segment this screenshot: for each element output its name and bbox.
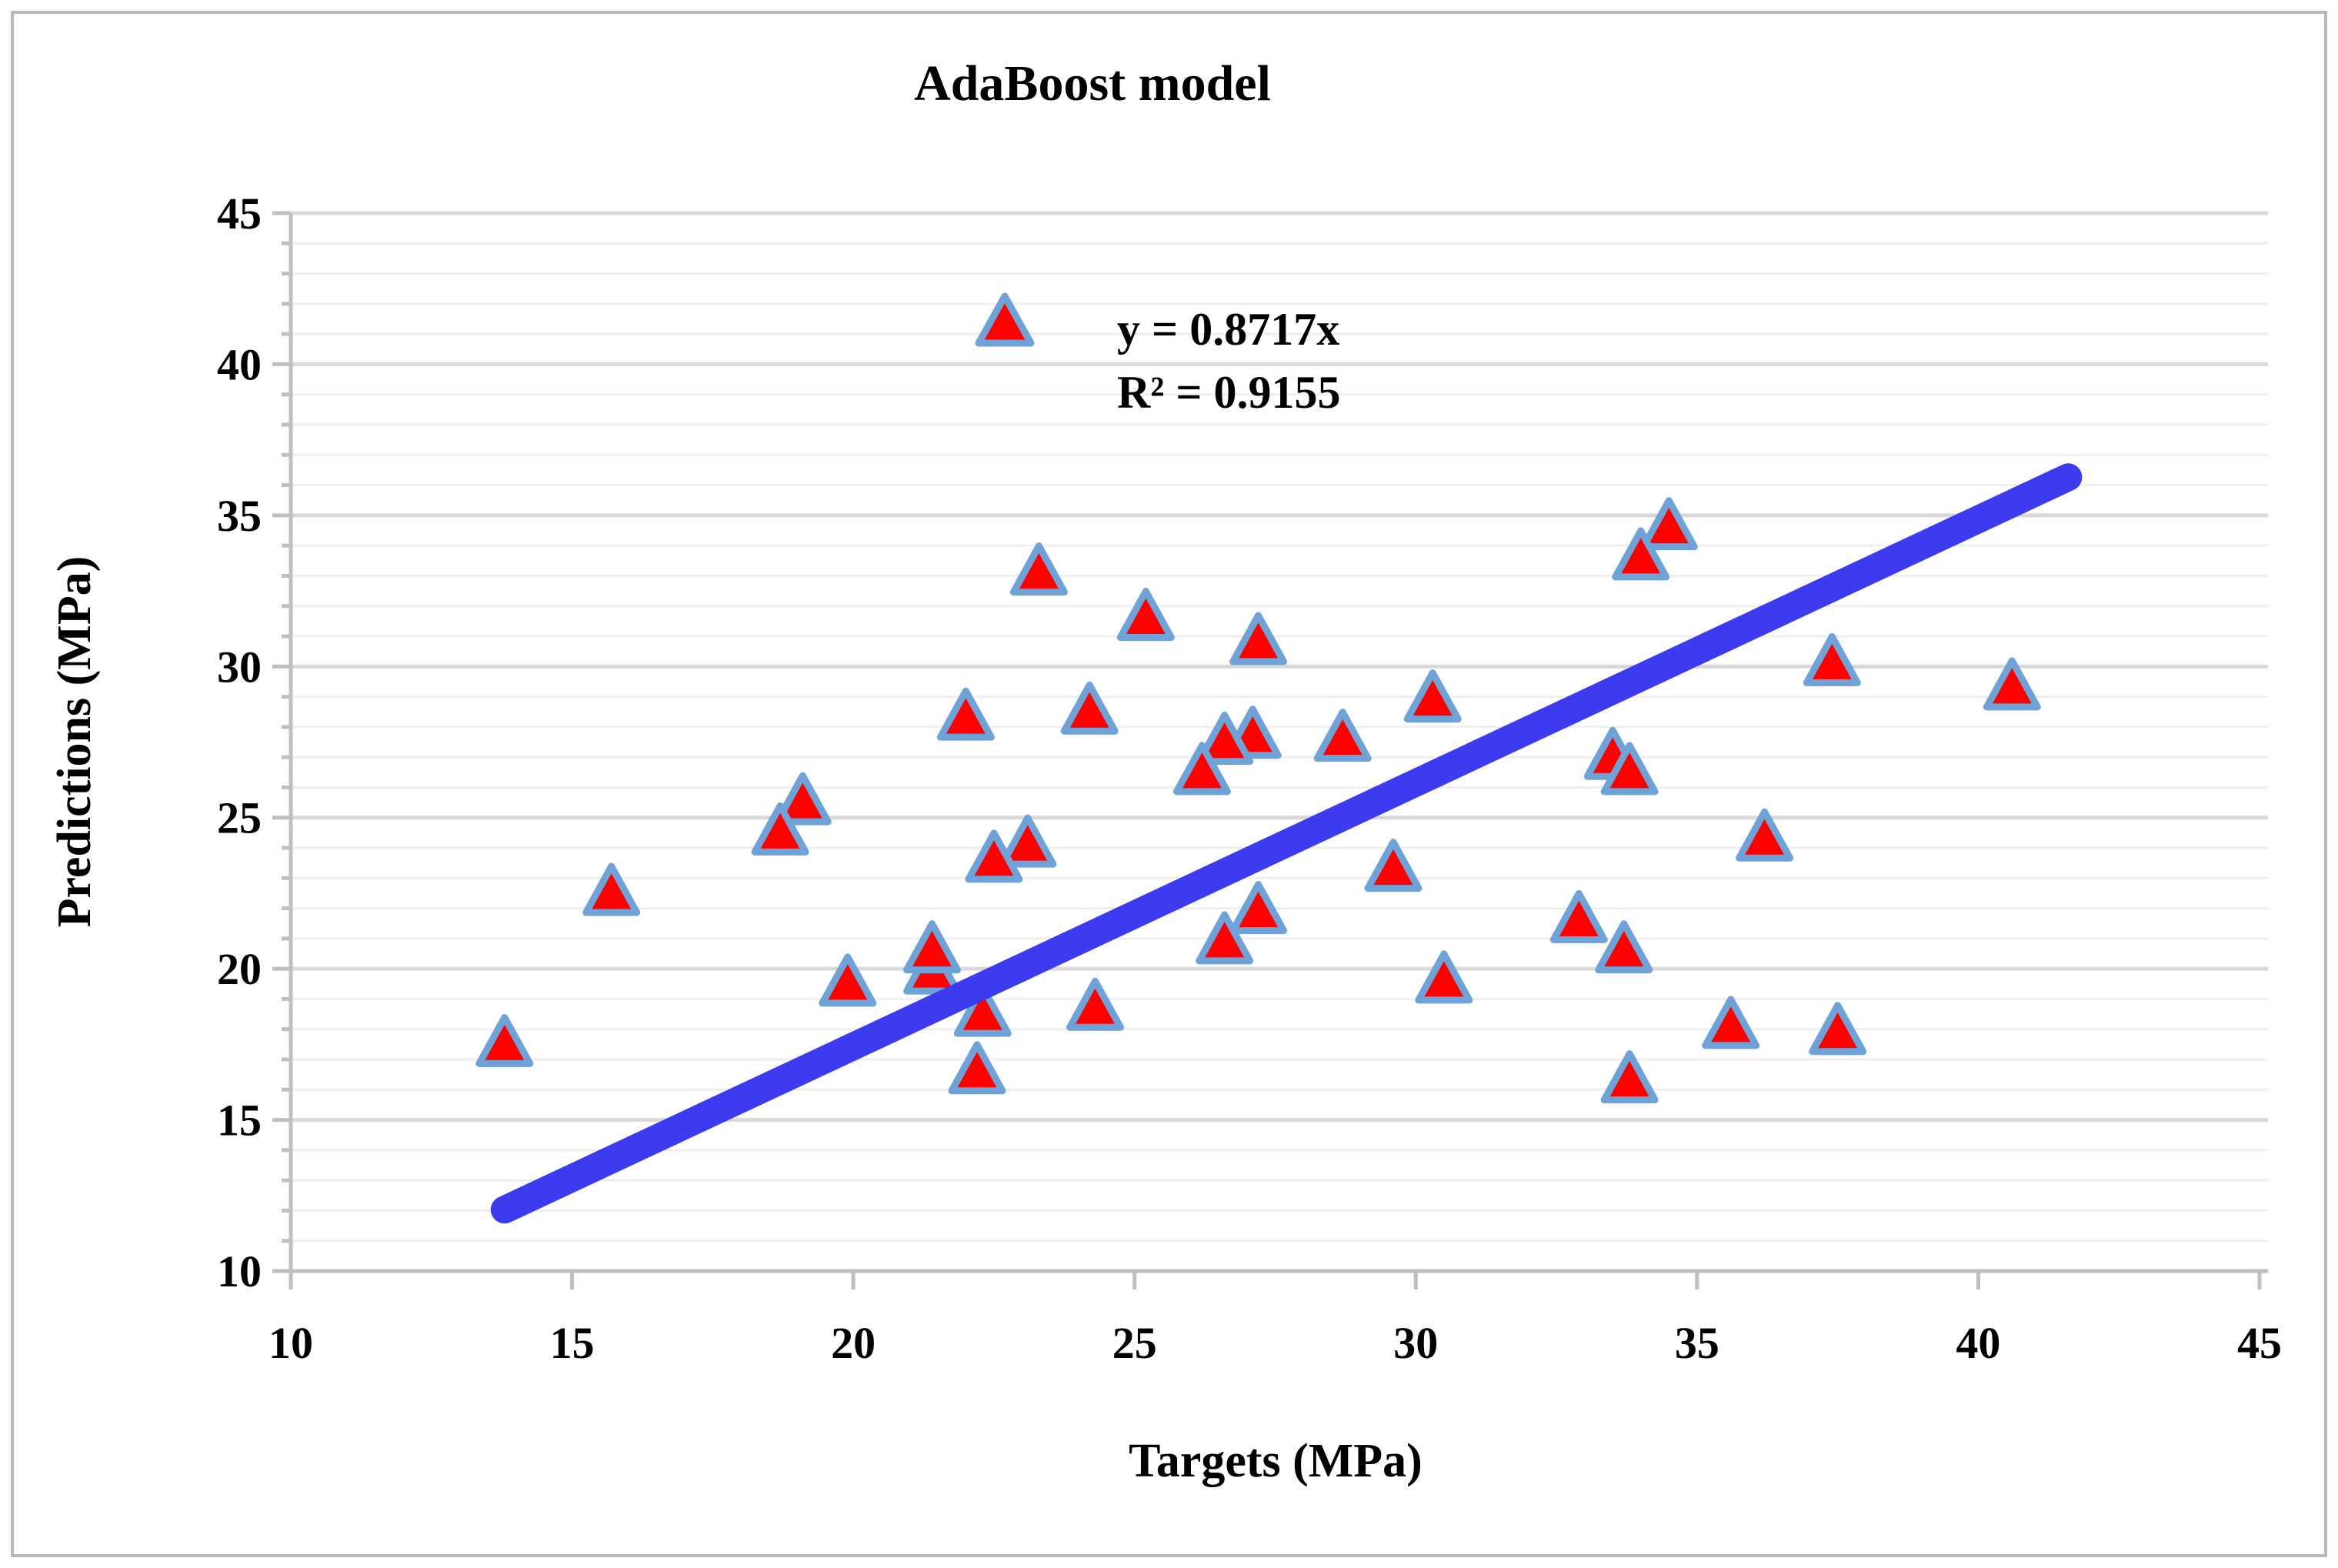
x-tick-label: 35 xyxy=(1675,1318,1719,1368)
data-point-triangle xyxy=(936,687,995,741)
data-point-triangle xyxy=(1595,920,1653,974)
data-point-triangle xyxy=(1612,527,1670,581)
data-point-triangle xyxy=(965,829,1023,883)
data-point-triangle xyxy=(1313,709,1372,762)
data-point-triangle xyxy=(1403,669,1462,723)
data-point-triangle xyxy=(1803,632,1861,686)
data-point-triangle xyxy=(819,953,877,1007)
data-point-triangle xyxy=(1229,612,1288,666)
data-point-triangle xyxy=(1116,588,1175,641)
y-tick-label: 40 xyxy=(217,339,262,389)
data-point-triangle xyxy=(1060,681,1119,735)
x-tick-label: 10 xyxy=(268,1318,313,1368)
data-point-triangle xyxy=(1809,1002,1867,1056)
data-point-triangle xyxy=(903,920,962,974)
data-point-triangle xyxy=(1736,808,1794,862)
x-axis-title: Targets (MPa) xyxy=(1129,1435,1422,1487)
data-point-triangle xyxy=(1600,742,1659,796)
trendline xyxy=(490,463,2083,1224)
data-point-triangle xyxy=(582,862,641,916)
r-squared-label: R² = 0.9155 xyxy=(1117,367,1341,418)
x-tick-label: 25 xyxy=(1112,1318,1157,1368)
data-point-triangle xyxy=(1702,996,1760,1049)
chart-title: AdaBoost model xyxy=(914,55,1271,112)
data-point-triangle xyxy=(1415,950,1473,1004)
x-tick-label: 15 xyxy=(550,1318,595,1368)
data-point-triangle xyxy=(953,983,1012,1037)
trendline-equation-label: y = 0.8717x xyxy=(1117,304,1340,355)
y-tick-label: 20 xyxy=(217,944,262,994)
data-point-triangle xyxy=(1196,712,1254,766)
data-point-triangle xyxy=(1549,889,1608,943)
y-tick-label: 25 xyxy=(217,793,262,843)
x-tick-label: 20 xyxy=(831,1318,875,1368)
y-tick-label: 30 xyxy=(217,642,262,692)
data-point-triangle xyxy=(999,814,1057,868)
data-point-triangle xyxy=(1639,497,1698,551)
legend-triangle-icon xyxy=(975,292,1035,347)
y-tick-label: 10 xyxy=(217,1246,262,1296)
data-point-triangle xyxy=(751,802,809,856)
y-axis-title: Predictions (MPa) xyxy=(48,555,101,928)
data-point-triangle xyxy=(1066,977,1125,1031)
x-tick-label: 40 xyxy=(1956,1318,2000,1368)
data-point-triangle xyxy=(1600,1050,1659,1104)
x-tick-label: 30 xyxy=(1393,1318,1438,1368)
y-tick-label: 45 xyxy=(217,188,262,239)
data-point-triangle xyxy=(948,1041,1006,1095)
data-point-triangle xyxy=(1229,881,1288,935)
data-point-triangle xyxy=(1364,839,1422,892)
y-tick-label: 35 xyxy=(217,491,262,541)
data-point-triangle xyxy=(475,1013,534,1067)
data-point-triangle xyxy=(773,772,832,826)
data-point-triangle xyxy=(1009,542,1068,596)
data-point-triangle xyxy=(1196,911,1254,965)
data-point-triangle xyxy=(1172,742,1231,796)
data-point-triangle xyxy=(1983,657,2041,711)
y-tick-label: 15 xyxy=(217,1096,262,1146)
x-tick-label: 45 xyxy=(2237,1318,2282,1368)
